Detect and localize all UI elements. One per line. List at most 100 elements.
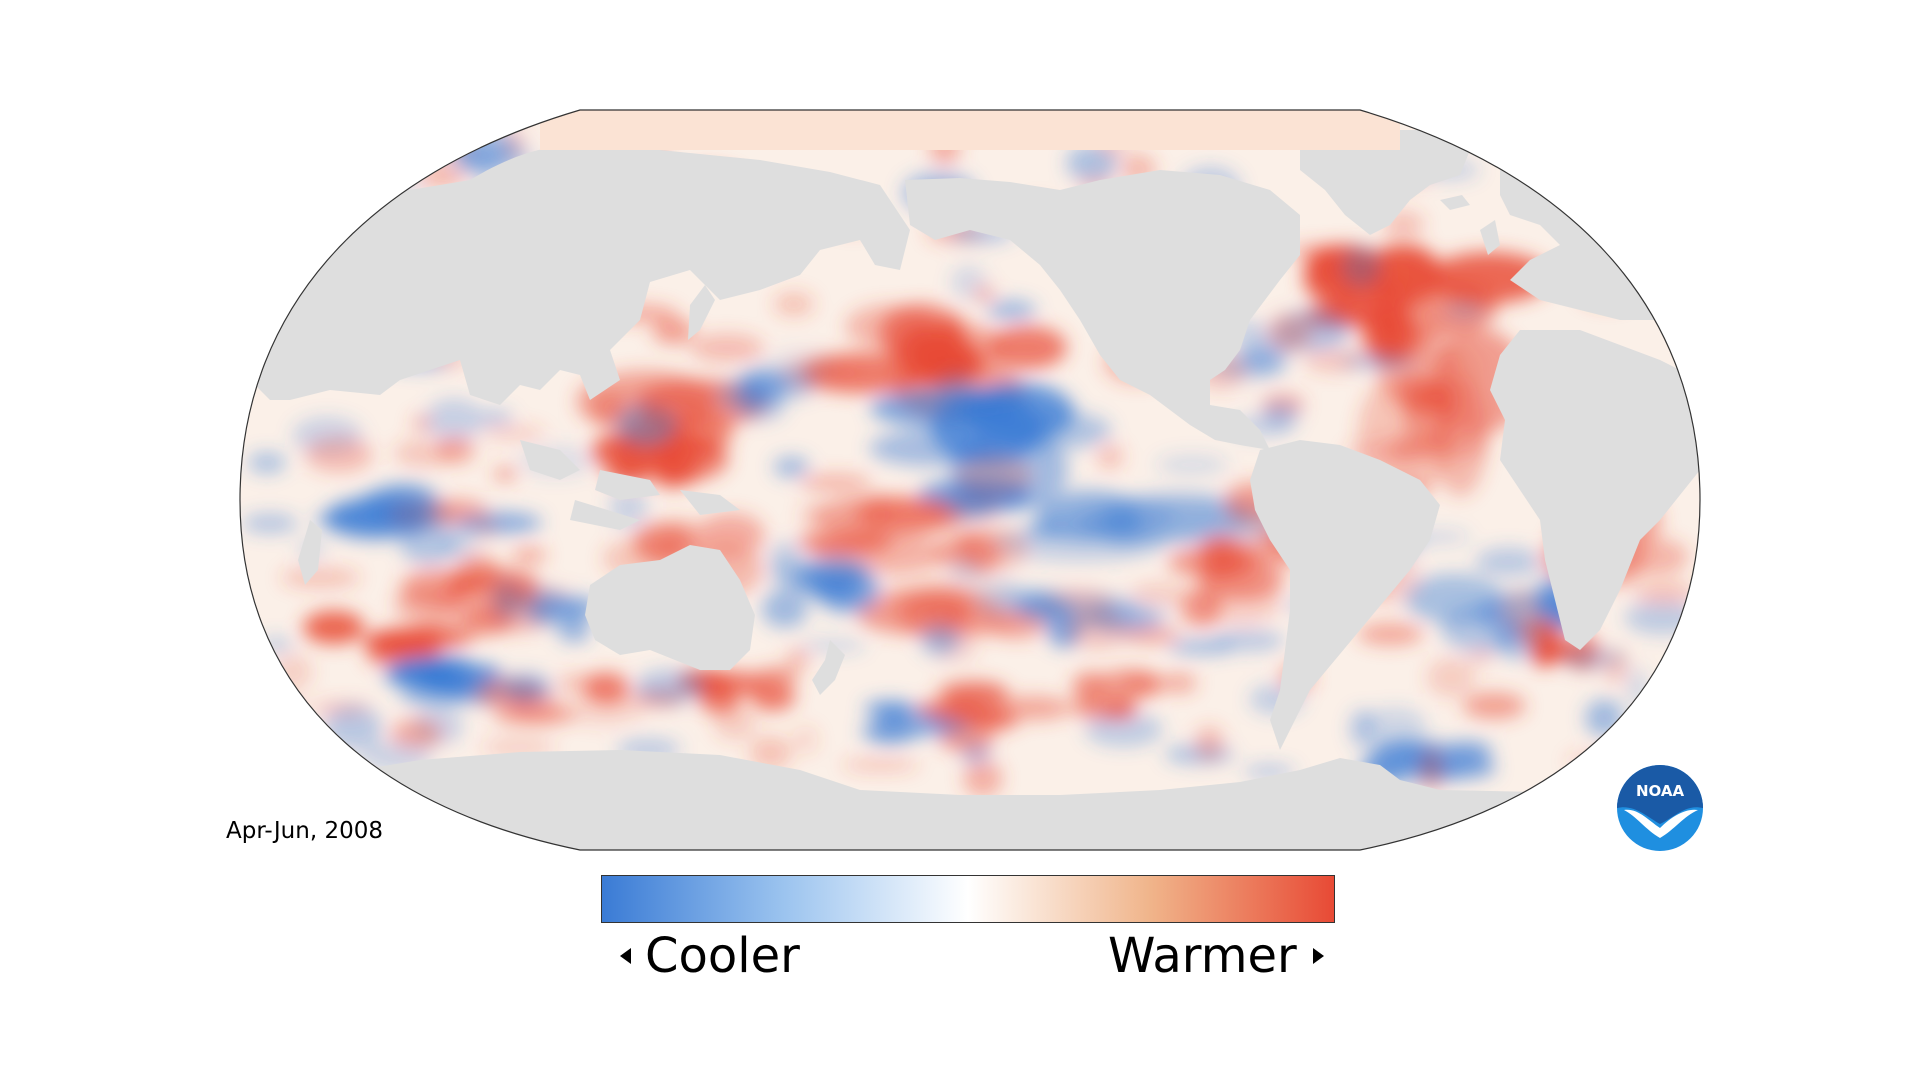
anomaly-speckle: [406, 623, 460, 647]
anomaly-speckle: [986, 299, 1037, 321]
anomaly-speckle: [1626, 667, 1647, 707]
land-new-zealand: [812, 640, 845, 695]
anomaly-patch: [700, 511, 764, 554]
anomaly-speckle: [456, 554, 498, 583]
anomaly-speckle: [799, 474, 872, 492]
anomaly-speckle: [1645, 128, 1681, 164]
color-scale-bar: [601, 875, 1335, 923]
anomaly-speckle: [286, 168, 364, 196]
anomaly-patch: [1098, 668, 1161, 699]
anomaly-speckle: [437, 582, 490, 621]
anomaly-patch: [1536, 623, 1561, 646]
anomaly-patch: [563, 692, 645, 726]
anomaly-speckle: [1155, 453, 1229, 476]
anomaly-speckle: [431, 498, 487, 523]
anomaly-speckle: [936, 372, 978, 405]
land-madagascar: [298, 520, 322, 585]
land-layer: [240, 130, 1700, 850]
anomaly-speckle: [780, 354, 858, 392]
anomaly-speckle: [1341, 245, 1381, 288]
anomaly-speckle: [1624, 600, 1700, 635]
anomaly-speckle: [792, 725, 819, 755]
anomaly-speckle: [841, 758, 920, 772]
anomaly-speckle: [652, 317, 695, 345]
anomaly-patch: [653, 464, 690, 489]
anomaly-speckle: [1363, 707, 1427, 744]
anomaly-speckle: [511, 547, 547, 563]
anomaly-speckle: [1420, 748, 1443, 792]
anomaly-speckle: [1066, 611, 1129, 650]
anomaly-patch: [991, 410, 1112, 451]
anomaly-patch: [555, 674, 617, 692]
anomaly-speckle: [961, 409, 1021, 423]
land-indonesia: [520, 440, 740, 530]
anomaly-patch: [1129, 581, 1190, 607]
land-british-isles: [1440, 195, 1500, 255]
anomaly-patch: [919, 715, 961, 732]
anomaly-speckle: [1357, 623, 1424, 646]
anomaly-speckle: [503, 123, 525, 160]
land-antarctica: [240, 750, 1700, 850]
anomaly-speckle: [1468, 649, 1494, 663]
anomaly-speckle: [786, 649, 810, 669]
anomaly-patch: [992, 695, 1072, 721]
anomaly-patch: [1537, 642, 1558, 666]
anomaly-speckle: [1499, 589, 1544, 634]
anomaly-speckle: [792, 560, 824, 594]
land-greenland: [1300, 130, 1470, 235]
anomaly-speckle: [317, 154, 369, 185]
seagull-icon: [1624, 809, 1698, 838]
anomaly-speckle: [399, 523, 457, 566]
arrow-left-icon: [620, 948, 631, 964]
legend-warmer: Warmer: [1108, 928, 1324, 984]
land-north-eurasia: [250, 146, 910, 405]
anomaly-speckle: [254, 698, 305, 713]
anomaly-speckle: [1608, 231, 1663, 250]
anomaly-patch: [798, 529, 893, 554]
cooler-label: Cooler: [645, 928, 800, 984]
anomaly-speckle: [1381, 352, 1436, 365]
anomaly-patch: [989, 326, 1067, 369]
anomaly-speckle: [241, 513, 299, 533]
anomaly-speckle: [773, 456, 810, 478]
anomaly-speckle: [266, 226, 311, 268]
anomaly-speckle: [1103, 697, 1137, 721]
anomaly-speckle: [304, 436, 374, 473]
anomaly-speckle: [482, 425, 546, 440]
anomaly-speckle: [443, 521, 478, 561]
anomaly-speckle: [957, 537, 979, 554]
anomaly-speckle: [424, 398, 484, 442]
anomaly-speckle: [865, 493, 892, 530]
anomaly-speckle: [1205, 535, 1253, 570]
anomaly-speckle: [272, 165, 299, 208]
anomaly-speckle: [323, 705, 383, 750]
anomaly-speckle: [1548, 161, 1606, 183]
anomaly-patch: [1160, 673, 1197, 693]
anomaly-speckle: [1267, 313, 1313, 352]
anomaly-patch: [750, 681, 796, 711]
anomaly-speckle: [634, 669, 706, 704]
anomaly-speckle: [1304, 348, 1363, 374]
anomaly-speckle: [1261, 401, 1300, 427]
anomaly-speckle: [1194, 726, 1224, 761]
land-north-america: [905, 170, 1300, 450]
anomaly-patch: [754, 667, 800, 684]
anomaly-patch: [421, 664, 457, 693]
anomaly-speckle: [1633, 581, 1695, 605]
anomaly-speckle: [1103, 524, 1147, 548]
anomaly-speckle: [1655, 267, 1700, 294]
anomaly-speckle: [1630, 538, 1688, 575]
anomaly-patch: [1404, 573, 1504, 624]
legend-cooler: Cooler: [620, 928, 800, 984]
anomaly-speckle: [973, 286, 997, 303]
anomaly-speckle: [260, 636, 293, 653]
anomaly-speckle: [499, 673, 551, 702]
anomaly-speckle: [1085, 712, 1163, 747]
anomaly-speckle: [536, 586, 570, 600]
anomaly-speckle: [443, 683, 493, 703]
anomaly-speckle: [944, 491, 994, 521]
anomaly-patch: [493, 706, 576, 725]
arrow-right-icon: [1312, 948, 1324, 964]
